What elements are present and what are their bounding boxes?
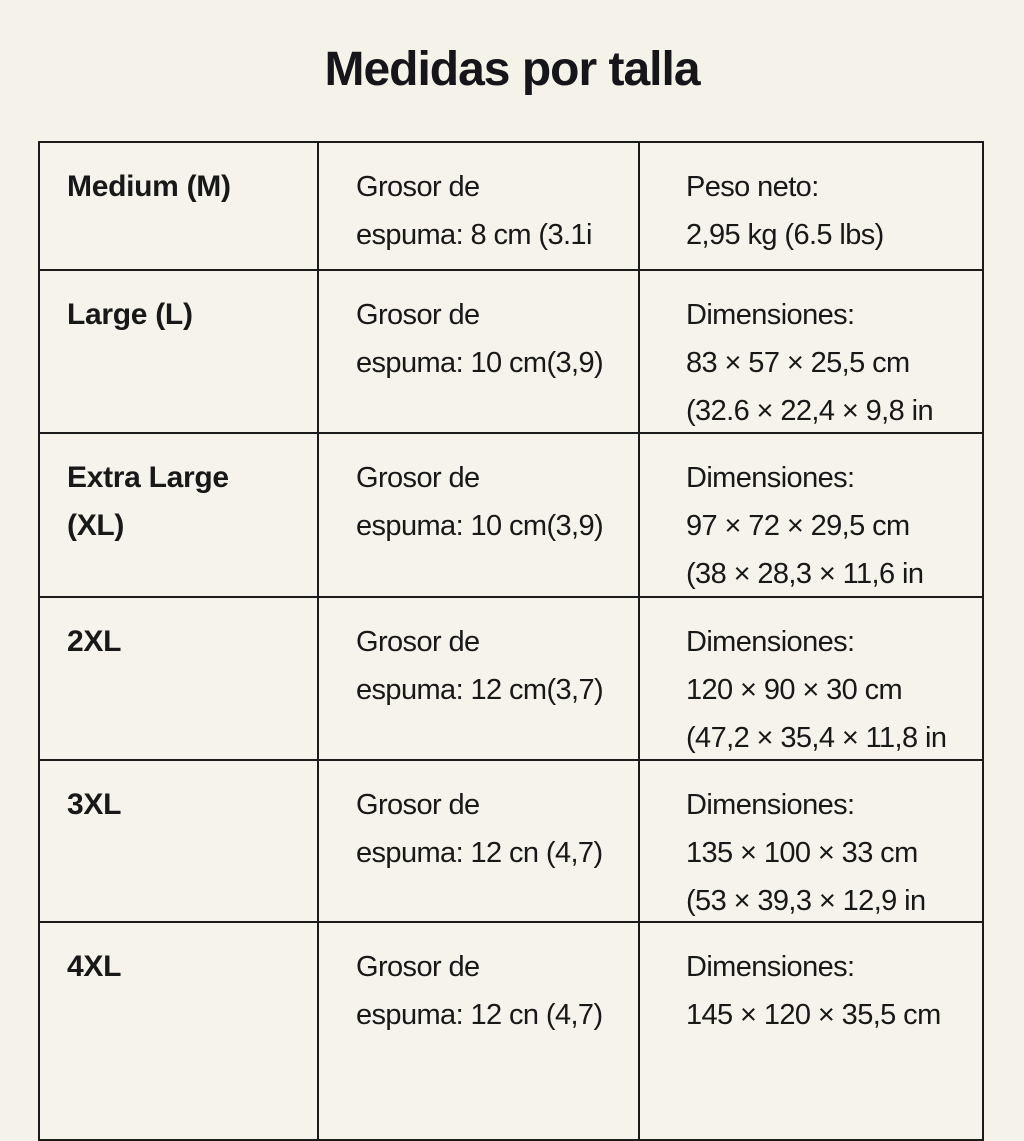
cell-line: espuma: 10 cm(3,9) — [356, 347, 604, 379]
cell-line: 4XL — [67, 950, 122, 983]
cell-line: (32.6 × 22,4 × 9,8 in — [686, 395, 934, 427]
details-cell: Dimensiones: 120 × 90 × 30 cm (47,2 × 35,4… — [638, 598, 982, 759]
cell-line: (XL) — [67, 509, 125, 542]
cell-line: (53 × 39,3 × 12,9 in — [686, 885, 926, 917]
table-row: Large (L) Grosor de espuma: 10 cm(3,9) Dime… — [40, 269, 982, 432]
cell-line: Grosor de — [356, 462, 480, 494]
size-cell: 4XL — [40, 923, 317, 1139]
details-cell: Peso neto: 2,95 kg (6.5 lbs) — [638, 143, 982, 269]
cell-line: Grosor de — [356, 789, 480, 821]
foam-thickness-cell: Grosor de espuma: 12 cn (4,7) — [317, 761, 638, 921]
details-cell: Dimensiones: 97 × 72 × 29,5 cm (38 × 28,3 … — [638, 434, 982, 596]
details-cell: Dimensiones: 135 × 100 × 33 cm (53 × 39,3 … — [638, 761, 982, 921]
cell-line: espuma: 12 cn (4,7) — [356, 837, 603, 869]
cell-line: (47,2 × 35,4 × 11,8 in — [686, 722, 947, 754]
foam-thickness-cell: Grosor de espuma: 8 cm (3.1i — [317, 143, 638, 269]
cell-line: 2XL — [67, 625, 122, 658]
size-cell: 3XL — [40, 761, 317, 921]
cell-line: Grosor de — [356, 951, 480, 983]
cell-line: (38 × 28,3 × 11,6 in — [686, 558, 924, 590]
cell-line: Grosor de — [356, 299, 480, 331]
foam-thickness-cell: Grosor de espuma: 12 cn (4,7) — [317, 923, 638, 1139]
details-cell: Dimensiones: 83 × 57 × 25,5 cm (32.6 × 22,… — [638, 271, 982, 432]
cell-line: Dimensiones: — [686, 626, 855, 658]
cell-line: Large (L) — [67, 298, 193, 331]
size-cell: Large (L) — [40, 271, 317, 432]
cell-line: 97 × 72 × 29,5 cm — [686, 510, 910, 542]
cell-line: Peso neto: — [686, 171, 819, 203]
foam-thickness-cell: Grosor de espuma: 12 cm(3,7) — [317, 598, 638, 759]
cell-line: 120 × 90 × 30 cm — [686, 674, 903, 706]
page-title: Medidas por talla — [324, 43, 700, 96]
cell-line: 83 × 57 × 25,5 cm — [686, 347, 910, 379]
cell-line: espuma: 8 cm (3.1i — [356, 219, 592, 251]
cell-line: 135 × 100 × 33 cm — [686, 837, 918, 869]
table-row: Medium (M) Grosor de espuma: 8 cm (3.1i Pes… — [40, 143, 982, 269]
cell-line: 3XL — [67, 788, 122, 821]
table-row: Extra Large (XL) Grosor de espuma: 10 cm(3,… — [40, 432, 982, 596]
table-row: 2XL Grosor de espuma: 12 cm(3,7) Dimensione… — [40, 596, 982, 759]
cell-line: Dimensiones: — [686, 299, 855, 331]
cell-line: Dimensiones: — [686, 462, 855, 494]
size-cell: Extra Large (XL) — [40, 434, 317, 596]
foam-thickness-cell: Grosor de espuma: 10 cm(3,9) — [317, 434, 638, 596]
cell-line: Grosor de — [356, 171, 480, 203]
cell-line: Dimensiones: — [686, 789, 855, 821]
cell-line: Medium (M) — [67, 170, 231, 203]
cell-line: Extra Large — [67, 461, 229, 494]
size-cell: Medium (M) — [40, 143, 317, 269]
cell-line: Grosor de — [356, 626, 480, 658]
foam-thickness-cell: Grosor de espuma: 10 cm(3,9) — [317, 271, 638, 432]
cell-line: 145 × 120 × 35,5 cm — [686, 999, 941, 1031]
table-row: 4XL Grosor de espuma: 12 cn (4,7) Dimension… — [40, 921, 982, 1139]
cell-line: Dimensiones: — [686, 951, 855, 983]
table-row: 3XL Grosor de espuma: 12 cn (4,7) Dimension… — [40, 759, 982, 921]
cell-line: espuma: 12 cm(3,7) — [356, 674, 604, 706]
size-cell: 2XL — [40, 598, 317, 759]
details-cell: Dimensiones: 145 × 120 × 35,5 cm — [638, 923, 982, 1139]
cell-line: espuma: 12 cn (4,7) — [356, 999, 603, 1031]
size-table: Medium (M) Grosor de espuma: 8 cm (3.1i Pes… — [38, 141, 984, 1141]
cell-line: espuma: 10 cm(3,9) — [356, 510, 604, 542]
cell-line: 2,95 kg (6.5 lbs) — [686, 219, 884, 251]
